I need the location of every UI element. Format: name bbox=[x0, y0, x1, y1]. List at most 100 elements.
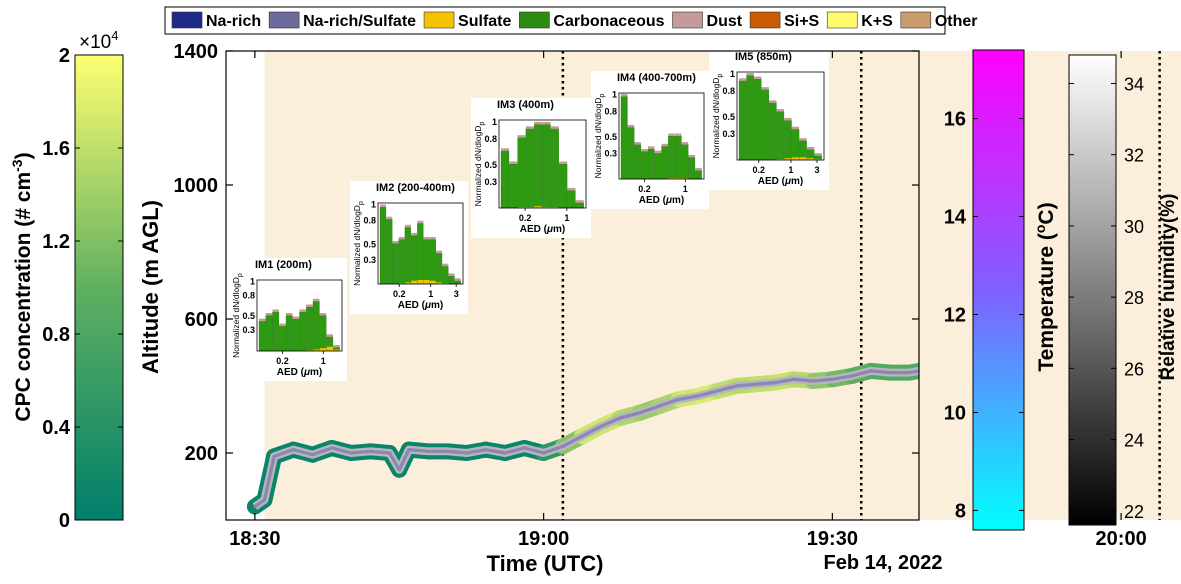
rh-colorbar-label: Relative humidity(%) bbox=[1158, 194, 1179, 381]
inset-x-label: AED (μm) bbox=[639, 195, 685, 206]
inset-bar-dust bbox=[807, 147, 814, 150]
inset-y-tick-label: 0.5 bbox=[722, 112, 735, 122]
inset-bar-dust bbox=[559, 162, 567, 165]
legend-swatch bbox=[424, 12, 454, 28]
temperature-tick-label: 16 bbox=[944, 109, 966, 131]
inset-bar-carbonaceous bbox=[293, 319, 299, 351]
inset-bar-dust bbox=[551, 126, 559, 129]
inset-bar-dust bbox=[814, 153, 821, 156]
inset-bar-dust bbox=[526, 126, 534, 129]
inset-x-label: AED (μm) bbox=[758, 176, 804, 187]
inset-y-tick-label: 1 bbox=[492, 117, 497, 127]
inset-bar-carbonaceous bbox=[279, 326, 285, 351]
inset-bar-carbonaceous bbox=[621, 96, 627, 179]
inset-bar-dust bbox=[386, 217, 392, 220]
inset-bar-dust bbox=[754, 77, 761, 80]
temperature-tick-label: 12 bbox=[944, 304, 966, 326]
inset-bar-sulfate bbox=[411, 281, 417, 284]
inset-bar-carbonaceous bbox=[259, 321, 265, 351]
inset-bar-dust bbox=[333, 345, 339, 348]
inset-bar-carbonaceous bbox=[689, 158, 695, 180]
temperature-colorbar-gradient bbox=[973, 50, 1024, 530]
inset-bar-carbonaceous bbox=[442, 266, 448, 284]
inset-y-tick-label: 1 bbox=[730, 69, 735, 79]
inset-x-tick-label: 0.2 bbox=[519, 213, 532, 223]
inset-bar-dust bbox=[380, 205, 386, 208]
inset-x-tick-label: 0.2 bbox=[638, 184, 651, 194]
inset-y-tick-label: 0.8 bbox=[484, 134, 497, 144]
inset-bar-carbonaceous bbox=[518, 138, 526, 208]
inset-x-tick-label: 3 bbox=[454, 289, 459, 299]
temperature-track-segment bbox=[755, 383, 774, 385]
inset-bar-dust bbox=[648, 146, 654, 149]
inset-bar-dust bbox=[424, 237, 430, 240]
inset-bar-dust bbox=[675, 134, 681, 137]
inset-y-tick-label: 0.8 bbox=[604, 107, 617, 117]
inset-y-tick-label: 1 bbox=[612, 90, 617, 100]
inset-bar-dust bbox=[442, 264, 448, 267]
rh-tick-label: 30 bbox=[1124, 217, 1144, 237]
inset-bar-dust bbox=[777, 109, 784, 112]
inset-bar-carbonaceous bbox=[576, 203, 584, 208]
inset-bar-dust bbox=[799, 138, 806, 141]
inset-bar-carbonaceous bbox=[534, 124, 542, 208]
inset-y-tick-label: 0.3 bbox=[242, 325, 255, 335]
cpc-colorbar-label: CPC concentration (# cm-3) bbox=[9, 152, 35, 421]
inset-bar-dust bbox=[320, 313, 326, 316]
temperature-track-segment bbox=[447, 451, 466, 453]
temperature-tick-label: 8 bbox=[955, 500, 966, 522]
legend-swatch bbox=[673, 12, 703, 28]
inset-x-tick-label: 1 bbox=[788, 165, 793, 175]
legend-swatch bbox=[901, 12, 931, 28]
rh-tick-label: 34 bbox=[1124, 74, 1144, 94]
inset-bar-carbonaceous bbox=[695, 170, 701, 179]
cpc-tick-label: 2 bbox=[59, 45, 70, 67]
y-axis-label: Altitude (m AGL) bbox=[138, 200, 163, 374]
inset-bar-carbonaceous bbox=[320, 316, 326, 352]
legend-label: K+S bbox=[861, 13, 893, 30]
cpc-colorbar: ×104 00.40.81.21.62 CPC concentration (#… bbox=[9, 28, 123, 532]
inset-bar-dust bbox=[621, 94, 627, 97]
inset-y-tick-label: 0.5 bbox=[242, 311, 255, 321]
inset-bar-carbonaceous bbox=[662, 146, 668, 179]
inset-bar-carbonaceous bbox=[551, 129, 559, 208]
x-tick-label: 20:00 bbox=[1096, 528, 1147, 550]
inset-x-tick-label: 3 bbox=[815, 165, 820, 175]
cpc-colorbar-gradient bbox=[75, 55, 123, 520]
rh-tick-label: 28 bbox=[1124, 288, 1144, 308]
inset-y-tick-label: 0.3 bbox=[484, 177, 497, 187]
legend-label: Other bbox=[935, 13, 978, 30]
inset-bar-dust bbox=[784, 118, 791, 121]
inset-title: IM2 (200-400m) bbox=[376, 182, 455, 194]
inset-bar-dust bbox=[306, 304, 312, 307]
inset-bar-carbonaceous bbox=[306, 307, 312, 351]
temperature-tick-label: 14 bbox=[944, 207, 967, 229]
inset-bar-dust bbox=[518, 135, 526, 138]
inset-bar-carbonaceous bbox=[635, 145, 641, 179]
inset-bar-dust bbox=[392, 241, 398, 244]
inset-bar-carbonaceous bbox=[747, 76, 754, 160]
inset-bar-dust bbox=[762, 87, 769, 90]
inset-bar-dust bbox=[293, 317, 299, 320]
legend-swatch bbox=[519, 12, 549, 28]
legend-label: Na-rich bbox=[206, 13, 261, 30]
legend-label: Sulfate bbox=[458, 13, 511, 30]
y-tick-label: 1400 bbox=[174, 41, 219, 63]
inset-bar-dust bbox=[286, 313, 292, 316]
inset-x-tick-label: 1 bbox=[564, 213, 569, 223]
inset-bar-carbonaceous bbox=[739, 81, 746, 160]
inset-bar-carbonaceous bbox=[449, 276, 455, 284]
inset-bar-dust bbox=[501, 148, 509, 151]
inset-x-tick-label: 1 bbox=[428, 289, 433, 299]
inset-y-tick-label: 0.3 bbox=[363, 255, 376, 265]
inset-bar-dust bbox=[266, 313, 272, 316]
inset-bar-carbonaceous bbox=[762, 90, 769, 160]
inset-bar-carbonaceous bbox=[559, 164, 567, 208]
inset-title: IM1 (200m) bbox=[255, 259, 312, 271]
legend-swatch bbox=[269, 12, 299, 28]
inset-bar-carbonaceous bbox=[668, 136, 674, 179]
inset-bar-carbonaceous bbox=[641, 151, 647, 179]
cpc-tick-label: 0.8 bbox=[42, 324, 70, 346]
